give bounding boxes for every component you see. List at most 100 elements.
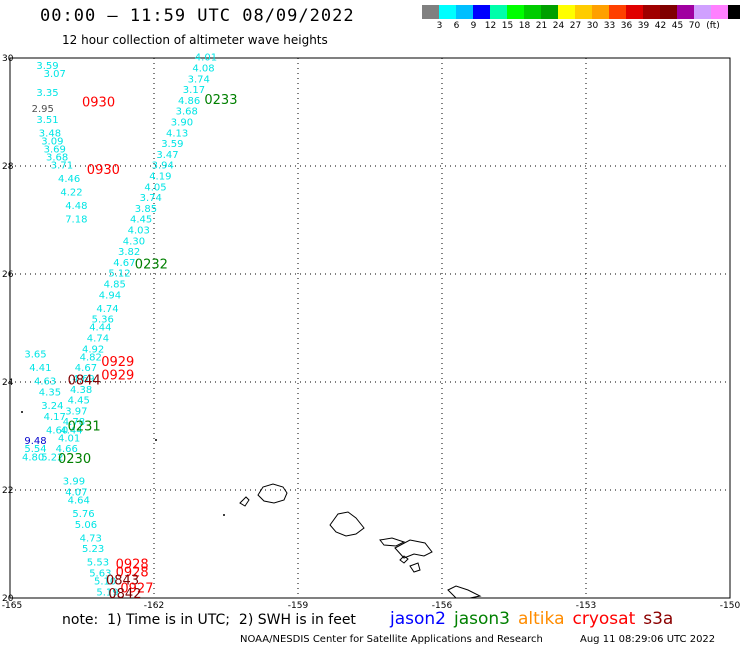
swh-value-label: 3.48 [39, 128, 61, 139]
swh-value-label: 5.76 [72, 509, 94, 520]
satellite-jason2: jason2 [390, 609, 446, 629]
legend-label: 70 [688, 21, 701, 31]
swh-value-label: 5.36 [92, 315, 114, 326]
swh-value-label: 4.73 [80, 533, 102, 544]
swh-value-label: 3.69 [44, 145, 66, 156]
pass-time-label: 0927 [120, 582, 153, 597]
legend-swatch [592, 5, 609, 19]
pass-time-label: 0928 [116, 565, 149, 580]
swh-value-label: 4.80 [22, 452, 44, 463]
swh-value-label: 3.68 [46, 153, 68, 164]
swh-value-label: 4.64 [68, 496, 90, 507]
y-tick-label: 22 [2, 486, 13, 496]
legend-label: (ft) [706, 21, 720, 31]
x-tick-label: -159 [288, 601, 309, 611]
x-tick-label: -153 [576, 601, 596, 611]
swh-value-label: 4.48 [65, 201, 87, 212]
pass-time-label: 0928 [116, 557, 149, 572]
swh-value-label: 3.90 [171, 118, 193, 129]
chart-subtitle: 12 hour collection of altimeter wave hei… [62, 33, 328, 47]
legend-label: 39 [637, 21, 650, 31]
legend-swatch [643, 5, 660, 19]
swh-value-label: 2.95 [32, 104, 54, 115]
legend-label: 3 [436, 21, 443, 31]
swh-value-label: 4.07 [65, 487, 87, 498]
swh-value-label: 5.19 [96, 587, 118, 598]
swh-value-label: 4.60 [46, 425, 68, 436]
swh-value-label: 3.59 [161, 139, 183, 150]
swh-value-label: 4.82 [80, 352, 102, 363]
legend-swatch [677, 5, 694, 19]
legend-swatch [609, 5, 626, 19]
swh-value-label: 4.05 [144, 182, 166, 193]
island-outline [447, 585, 482, 599]
swh-value-label: 3.65 [24, 350, 46, 361]
pass-time-label: 0232 [135, 258, 168, 273]
y-tick-label: 26 [2, 270, 14, 280]
swh-value-label: 4.08 [192, 64, 214, 75]
swh-value-label: 3.94 [152, 161, 174, 172]
satellite-s3a: s3a [643, 609, 674, 629]
legend-swatch [660, 5, 677, 19]
swh-value-label: 3.35 [36, 88, 58, 99]
swh-value-label: 3.85 [135, 204, 157, 215]
swh-value-label: 7.18 [65, 215, 87, 226]
swh-value-label: 4.45 [130, 215, 152, 226]
legend-label: 9 [470, 21, 477, 31]
legend-swatch [694, 5, 711, 19]
legend-label: 42 [654, 21, 667, 31]
swh-value-label: 4.46 [58, 174, 80, 185]
swh-value-label: 3.71 [51, 161, 73, 172]
swh-value-label: 3.68 [176, 107, 198, 118]
legend-swatch [473, 5, 490, 19]
swh-value-label: 3.74 [188, 74, 210, 85]
island-outline [257, 483, 288, 504]
timestamp: Aug 11 08:29:06 UTC 2022 [580, 634, 716, 645]
x-tick-label: -162 [144, 601, 164, 611]
pass-time-label: 0929 [101, 368, 134, 383]
legend-label: 12 [484, 21, 497, 31]
legend-swatch [422, 5, 439, 19]
swh-value-label: 4.44 [89, 323, 111, 334]
swh-value-label: 3.99 [63, 477, 85, 488]
swh-value-label: 3.24 [41, 401, 63, 412]
swh-value-label: 4.17 [44, 412, 66, 423]
y-tick-label: 30 [2, 54, 14, 64]
swh-value-label: 3.59 [36, 61, 58, 72]
legend-swatch [558, 5, 575, 19]
legend-swatch [439, 5, 456, 19]
swh-value-label: 4.78 [63, 417, 85, 428]
pass-time-label: 0844 [68, 374, 101, 389]
swh-value-label: 5.22 [41, 452, 63, 463]
pass-time-label: 0930 [87, 163, 120, 178]
swh-value-label: 5.12 [108, 269, 130, 280]
satellite-cryosat: cryosat [572, 609, 636, 629]
swh-value-label: 3.07 [44, 69, 66, 80]
x-tick-label: -156 [432, 601, 453, 611]
satellite-altika: altika [518, 609, 565, 629]
swh-value-label: 4.63 [34, 377, 56, 388]
swh-value-label: 4.41 [29, 363, 51, 374]
swh-value-label: 3.51 [36, 115, 58, 126]
swh-value-label: 3.97 [65, 406, 87, 417]
legend-label: 24 [552, 21, 565, 31]
island-dot [223, 514, 225, 516]
legend-swatch [507, 5, 524, 19]
swh-value-label: 4.03 [128, 226, 150, 237]
swh-value-label: 4.01 [58, 433, 80, 444]
island-outline [409, 562, 421, 573]
swh-value-label: 5.53 [87, 558, 109, 569]
color-legend: 3 6 9 12 15 18 21 24 27 30 33 36 39 42 45 70 (ft) [422, 5, 740, 31]
legend-label: 33 [603, 21, 616, 31]
island-outline [399, 555, 409, 564]
swh-value-label: 4.38 [70, 385, 92, 396]
legend-label: 15 [501, 21, 514, 31]
swh-value-label: 4.86 [178, 96, 200, 107]
island-outline [329, 511, 365, 537]
swh-value-label: 4.66 [56, 444, 78, 455]
legend-swatch [456, 5, 473, 19]
swh-value-label: 4.22 [60, 188, 82, 199]
pass-time-label: 0231 [68, 420, 101, 435]
swh-value-label: 5.10 [94, 577, 116, 588]
